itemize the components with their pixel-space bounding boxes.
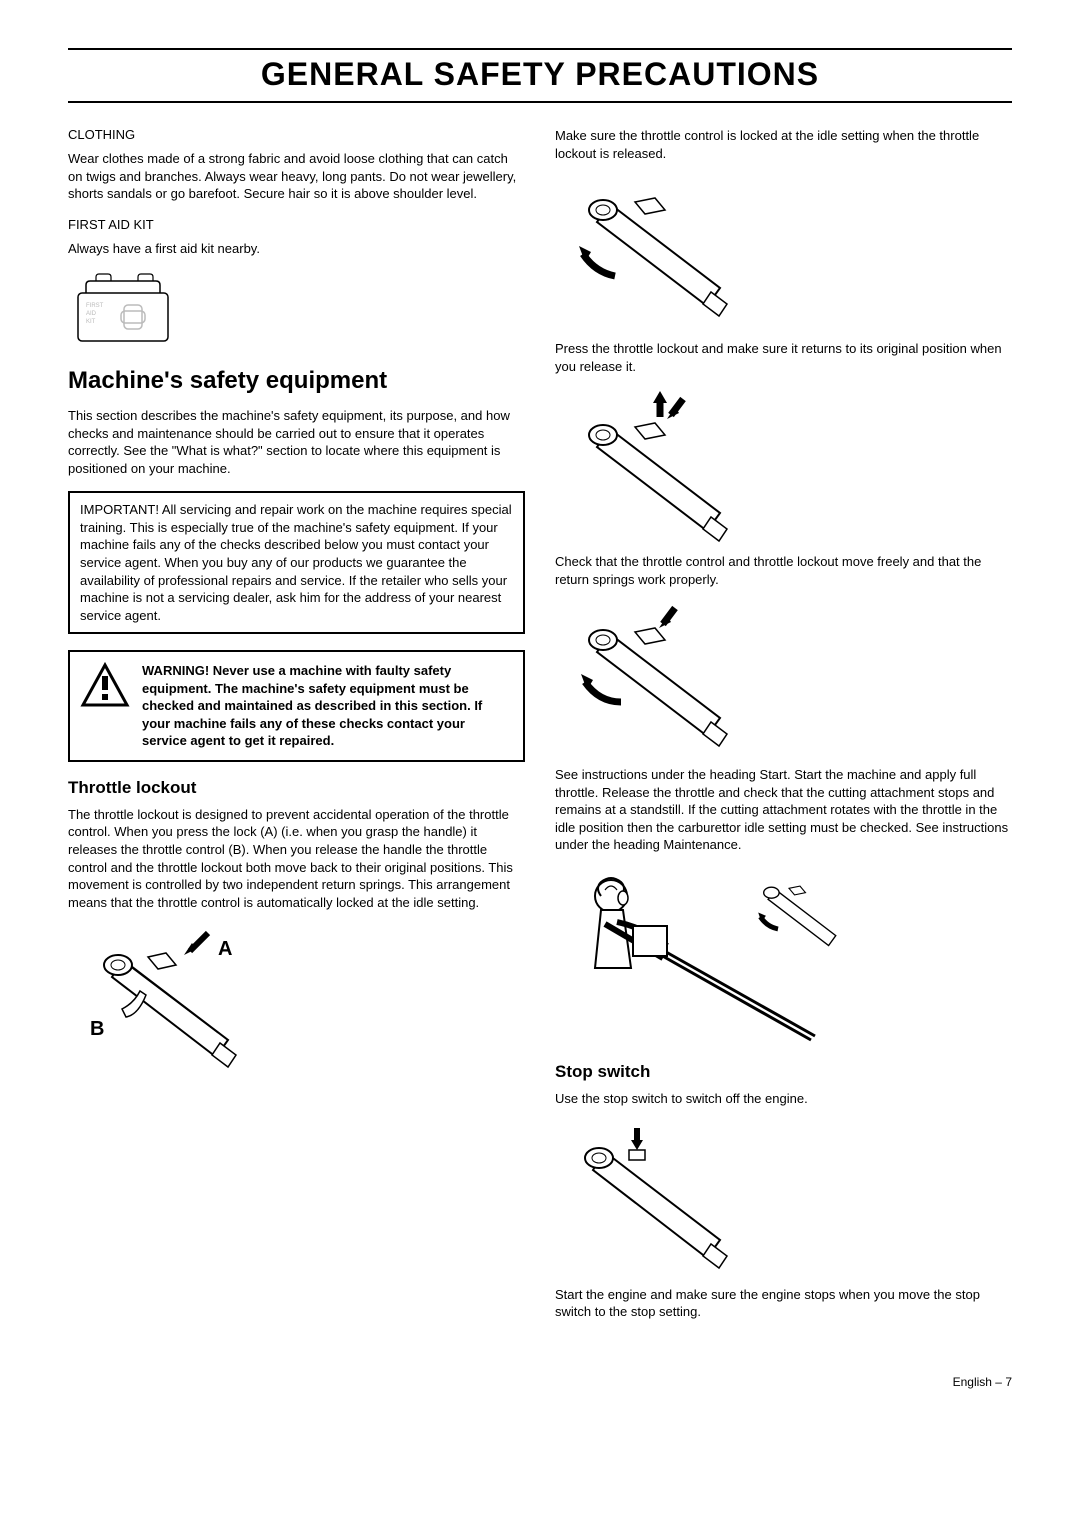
svg-text:B: B [90,1018,104,1040]
machine-safety-intro: This section describes the machine's saf… [68,407,525,477]
start-release-illustration [555,868,815,1048]
page-title: GENERAL SAFETY PRECAUTIONS [68,48,1012,103]
warning-text: WARNING! Never use a machine with faulty… [142,662,513,750]
footer-lang: English [953,1375,992,1389]
right-column: Make sure the throttle control is locked… [555,127,1012,1335]
springs-illustration [555,602,745,752]
idle-lock-illustration [555,176,745,326]
lockout-return-illustration [555,389,745,539]
footer-page: 7 [1005,1375,1012,1389]
stop-switch-body2: Start the engine and make sure the engin… [555,1286,1012,1321]
left-column: CLOTHING Wear clothes made of a strong f… [68,127,525,1335]
throttle-lockout-body: The throttle lockout is designed to prev… [68,806,525,911]
stop-switch-illustration [555,1122,745,1272]
svg-text:AID: AID [86,311,97,317]
warning-box: WARNING! Never use a machine with faulty… [68,650,525,762]
right-p4: See instructions under the heading Start… [555,766,1012,854]
page-footer: English – 7 [68,1375,1012,1389]
stop-switch-body1: Use the stop switch to switch off the en… [555,1090,1012,1108]
two-column-layout: CLOTHING Wear clothes made of a strong f… [68,127,1012,1335]
right-p1: Make sure the throttle control is locked… [555,127,1012,162]
svg-text:FIRST: FIRST [86,303,104,309]
machine-safety-heading: Machine's safety equipment [68,367,525,395]
clothing-heading: CLOTHING [68,127,525,142]
right-p2: Press the throttle lockout and make sure… [555,340,1012,375]
right-p3: Check that the throttle control and thro… [555,553,1012,588]
footer-sep: – [992,1375,1005,1389]
firstaid-illustration: FIRST AID KIT [68,271,188,351]
firstaid-body: Always have a first aid kit nearby. [68,240,525,258]
clothing-body: Wear clothes made of a strong fabric and… [68,150,525,203]
stop-switch-heading: Stop switch [555,1062,1012,1082]
warning-triangle-icon [80,662,130,708]
firstaid-heading: FIRST AID KIT [68,217,525,232]
throttle-lockout-heading: Throttle lockout [68,778,525,798]
important-box: IMPORTANT! All servicing and repair work… [68,491,525,634]
svg-text:A: A [218,938,232,960]
svg-text:KIT: KIT [86,319,96,325]
throttle-AB-illustration: A B [68,925,258,1075]
